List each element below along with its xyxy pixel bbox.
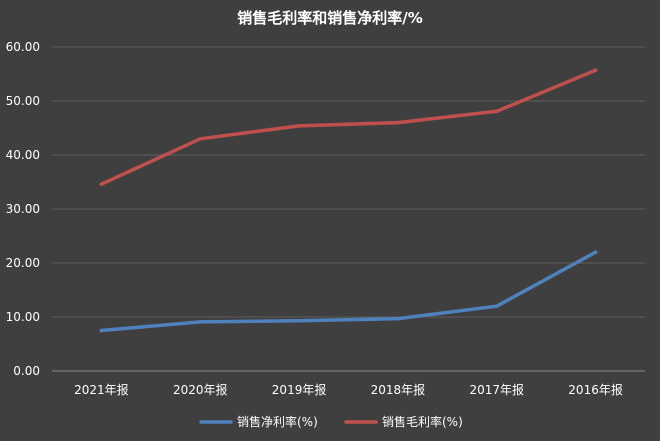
y-tick-label: 0.00 bbox=[13, 364, 40, 378]
x-tick-label: 2019年报 bbox=[272, 382, 327, 397]
y-tick-label: 10.00 bbox=[6, 310, 40, 324]
data-point bbox=[593, 68, 598, 73]
series-line bbox=[99, 250, 598, 333]
x-tick-label: 2018年报 bbox=[371, 382, 426, 397]
data-point bbox=[99, 328, 104, 333]
data-point bbox=[198, 137, 203, 141]
data-point bbox=[494, 109, 499, 114]
y-tick-label: 50.00 bbox=[6, 94, 40, 108]
data-point bbox=[198, 320, 203, 324]
x-tick-label: 2021年报 bbox=[74, 382, 129, 397]
y-tick-label: 20.00 bbox=[6, 256, 40, 270]
data-point bbox=[494, 304, 499, 309]
x-tick-label: 2020年报 bbox=[173, 382, 228, 397]
x-axis-ticks: 2021年报 2020年报 2019年报 2018年报 2017年报 2016年报 bbox=[74, 382, 623, 397]
grid-lines bbox=[52, 46, 645, 372]
legend: 销售净利率(%) 销售毛利率(%) bbox=[199, 414, 463, 429]
legend-label: 销售净利率(%) bbox=[237, 414, 318, 429]
y-tick-label: 60.00 bbox=[6, 40, 40, 54]
data-point bbox=[297, 318, 301, 323]
x-tick-label: 2017年报 bbox=[469, 382, 524, 397]
chart-title: 销售毛利率和销售净利率/% bbox=[237, 9, 423, 27]
legend-label: 销售毛利率(%) bbox=[382, 414, 463, 429]
y-axis-ticks: 0.00 10.00 20.00 30.00 40.00 50.00 60.00 bbox=[6, 40, 40, 378]
data-point bbox=[396, 120, 400, 125]
data-point bbox=[297, 124, 301, 128]
series-lines bbox=[99, 68, 598, 333]
data-point bbox=[99, 182, 104, 186]
series-line bbox=[99, 68, 598, 186]
data-point bbox=[396, 316, 400, 321]
y-tick-label: 30.00 bbox=[6, 202, 40, 216]
y-tick-label: 40.00 bbox=[6, 148, 40, 162]
x-tick-label: 2016年报 bbox=[568, 382, 623, 397]
data-point bbox=[593, 250, 598, 254]
